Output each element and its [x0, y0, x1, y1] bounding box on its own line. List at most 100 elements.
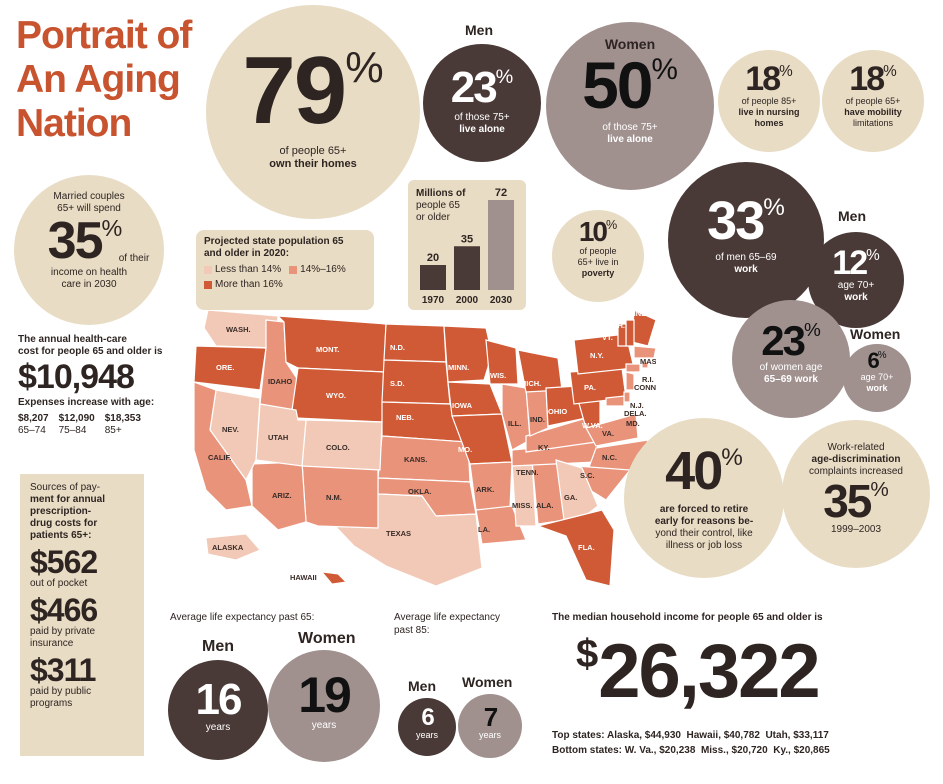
life65-men-circle: 16 years	[168, 660, 268, 760]
work-men-circle: 33% of men 65–69 work	[668, 162, 824, 318]
life65-women-unit: years	[311, 720, 337, 731]
life85-women-label: Women	[462, 674, 513, 690]
state-ill	[501, 383, 531, 451]
poverty-caption-1: of people	[579, 246, 617, 256]
income-amount: $26,322	[576, 634, 916, 710]
discrim-caption-1: Work-related	[827, 442, 885, 453]
state-label-ariz: ARIZ.	[272, 491, 292, 500]
nursing-caption-3: homes	[754, 117, 784, 128]
alone-women-value: 50	[582, 48, 653, 122]
retire-caption-1: are forced to retire	[659, 504, 749, 515]
legend-swatch-1	[289, 266, 298, 274]
state-label-idaho: IDAHO	[268, 377, 292, 386]
discrim-caption-2: age-discrimination	[811, 454, 901, 465]
alone-men-unit: %	[495, 65, 514, 88]
state-label-sc: S.C.	[580, 471, 595, 480]
drug-caption-1: Sources of pay-	[30, 482, 101, 493]
state-label-md: MD.	[626, 419, 640, 428]
drug-panel: Sources of pay- ment for annual prescrip…	[20, 474, 144, 756]
title-line-3: Nation	[16, 102, 132, 145]
retire-caption-4: illness or job loss	[665, 540, 743, 551]
state-label-kans: KANS.	[404, 455, 427, 464]
healthcost-age-1: $8,207 65–74	[18, 413, 49, 436]
alone-women-caption-1: of those 75+	[602, 122, 658, 133]
life65-women-circle: 19 years	[268, 650, 380, 762]
married-caption-5: care in 2030	[61, 279, 117, 290]
state-label-nd: N.D.	[390, 343, 405, 352]
state-wyo	[291, 367, 385, 423]
us-map: WASH. ORE. IDAHO MONT. WYO. N.D. S.D. NEB. KANS.…	[193, 310, 656, 587]
income-top-states: Top states: Alaska, $44,930 Hawaii, $40,…	[552, 730, 829, 741]
state-label-nm: N.M.	[326, 493, 342, 502]
life65-men-unit: years	[205, 722, 231, 733]
state-label-wis: WIS.	[490, 371, 506, 380]
alone-men-circle: 23% of those 75+ live alone	[423, 44, 541, 162]
state-label-ore: ORE.	[216, 363, 234, 372]
retire-caption-3: yond their control, like	[655, 528, 753, 539]
state-label-va: VA.	[602, 429, 614, 438]
married-caption-3: of their	[118, 253, 150, 264]
mobility-caption-2: have mobility	[844, 106, 902, 117]
nursing-caption-2: live in nursing	[738, 106, 800, 117]
state-label-pa: PA.	[584, 383, 596, 392]
state-hawaii	[320, 571, 348, 585]
work-women-value: 23	[761, 317, 806, 364]
life65-women-value: 19	[298, 667, 352, 723]
retire-caption-2: early for reasons be-	[654, 516, 754, 527]
drug-label-3b: programs	[30, 698, 73, 709]
life85-title-2: past 85:	[394, 625, 430, 636]
bar-year-1970: 1970	[422, 295, 445, 306]
title-line-1: Portrait of	[16, 14, 192, 57]
state-vt	[617, 323, 627, 347]
work-men-caption-2: work	[734, 264, 758, 275]
nursing-value: 18	[745, 60, 781, 98]
drug-value-3: $311	[30, 652, 96, 688]
state-label-ky: KY.	[538, 443, 550, 452]
state-label-la: LA.	[478, 525, 490, 534]
state-label-conn: CONN.	[634, 383, 656, 392]
state-fla	[535, 509, 615, 587]
alone-women-unit: %	[651, 52, 678, 86]
life85-women-value: 7	[483, 702, 498, 732]
homes-unit: %	[345, 44, 384, 93]
state-md	[605, 395, 625, 407]
state-label-nh: N.H.	[610, 321, 625, 330]
state-label-alaska: ALASKA	[212, 543, 244, 552]
life85-women-circle: 7 years	[458, 694, 522, 758]
work-men-caption-1: of men 65–69	[715, 252, 777, 263]
healthcost-line-1: The annual health-care	[18, 334, 127, 345]
life65-men-label: Men	[202, 638, 234, 655]
mobility-value: 18	[849, 60, 885, 98]
discrim-unit: %	[870, 478, 889, 502]
title-line-2: An Aging	[16, 58, 181, 101]
work-women-circle: 23% of women age 65–69 work	[732, 300, 850, 418]
retire-unit: %	[721, 444, 743, 472]
state-label-fla: FLA.	[578, 543, 595, 552]
drug-caption-4: drug costs for	[30, 518, 98, 529]
alone-women-circle: Women 50% of those 75+ live alone	[546, 22, 714, 190]
healthcost-expenses: Expenses increase with age:	[18, 397, 155, 408]
state-label-tenn: TENN.	[516, 468, 539, 477]
drug-label-2b: insurance	[30, 638, 74, 649]
homes-value: 79	[242, 37, 347, 144]
state-mont	[276, 315, 387, 373]
state-label-miss: MISS.	[512, 501, 532, 510]
state-label-vt: VT.	[602, 333, 613, 342]
work-women-caption-1: of women age	[759, 362, 823, 373]
state-minn	[443, 325, 493, 383]
poverty-value: 10	[578, 216, 608, 247]
homes-circle: 79% of people 65+ own their homes	[206, 5, 420, 219]
drug-value-2: $466	[30, 592, 98, 628]
nursing-caption-1: of people 85+	[741, 96, 797, 106]
state-calif	[193, 381, 253, 511]
state-va	[585, 413, 639, 447]
state-nh	[625, 319, 635, 347]
alone-men-caption-2: live alone	[459, 124, 505, 135]
married-circle: Married couples 65+ will spend 35% of th…	[14, 175, 164, 325]
state-label-neb: NEB.	[396, 413, 414, 422]
bar-value-2000: 35	[461, 233, 473, 245]
work-women70-value: 6	[867, 348, 879, 373]
life85-men-value: 6	[421, 704, 434, 731]
work-women70-caption-1: age 70+	[860, 372, 894, 382]
